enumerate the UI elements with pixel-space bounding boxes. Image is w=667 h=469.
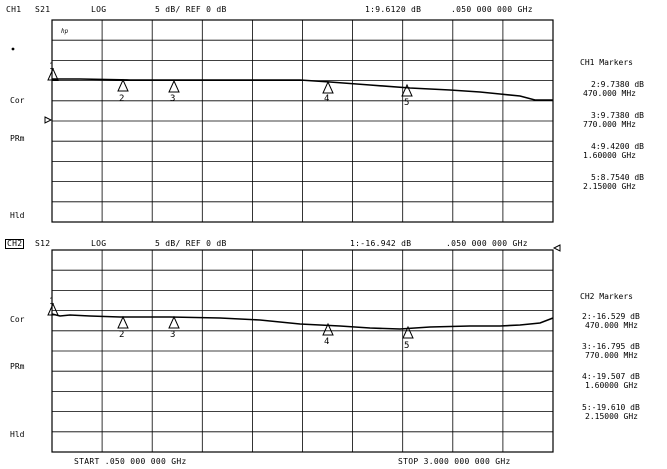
ch1-marker-2-value: 2:9.7380 dB bbox=[591, 80, 644, 89]
ch2-scale-ref: 5 dB/ REF 0 dB bbox=[155, 239, 227, 248]
ch1-status-dot bbox=[11, 47, 15, 51]
ch1-marker-3-triangle bbox=[168, 79, 180, 93]
ch2-marker-5-value: 5:-19.610 dB bbox=[582, 403, 640, 412]
ch1-trace bbox=[52, 78, 553, 101]
ch1-marker-4-freq: 1.60000 GHz bbox=[583, 151, 636, 160]
ch2-markers-title: CH2 Markers bbox=[580, 292, 633, 301]
ch1-marker-1-label: 1 bbox=[49, 62, 54, 72]
ch2-marker-2-value: 2:-16.529 dB bbox=[582, 312, 640, 321]
ch1-marker-1-triangle bbox=[47, 67, 59, 81]
ch1-marker-4-label: 4 bbox=[324, 94, 329, 104]
ch1-format: LOG bbox=[91, 5, 107, 14]
side-indicators bbox=[11, 47, 561, 252]
ch2-marker-4-freq: 1.60000 GHz bbox=[585, 381, 638, 390]
ch2-marker-5-label: 5 bbox=[404, 341, 409, 351]
ch2-markers: 1 2 3 4 5 bbox=[47, 297, 414, 351]
ch1-marker-5-value: 5:8.7540 dB bbox=[591, 173, 644, 182]
ch1-parameter: S21 bbox=[35, 5, 51, 14]
ch2-trace bbox=[51, 313, 554, 330]
hp-logo: hp bbox=[61, 28, 69, 35]
ch2-marker-5-triangle bbox=[402, 325, 414, 339]
sweep-start: START .050 000 000 GHz bbox=[74, 457, 187, 466]
ch1-prm-label: PRm bbox=[10, 134, 25, 143]
ch1-marker-3-value: 3:9.7380 dB bbox=[591, 111, 644, 120]
ch2-parameter: S12 bbox=[35, 239, 51, 248]
ch1-marker-5-triangle bbox=[401, 83, 413, 97]
ch1-cor-label: Cor bbox=[10, 96, 25, 105]
ch2-marker-2-triangle bbox=[117, 315, 129, 329]
ch2-reference-arrow bbox=[552, 244, 561, 252]
ch2-marker-4-triangle bbox=[322, 322, 334, 336]
ch2-marker-1-triangle bbox=[47, 302, 59, 316]
ch1-marker-2-label: 2 bbox=[119, 94, 124, 104]
ch2-marker-2-freq: 470.000 MHz bbox=[585, 321, 638, 330]
ch1-marker-5-label: 5 bbox=[404, 98, 409, 108]
ch1-marker-2-triangle bbox=[117, 78, 129, 92]
sweep-stop: STOP 3.000 000 000 GHz bbox=[398, 457, 511, 466]
ch2-marker-4-label: 4 bbox=[324, 337, 329, 347]
ch1-marker-4-value: 4:9.4200 dB bbox=[591, 142, 644, 151]
ch2-marker-1-label: 1 bbox=[49, 297, 54, 307]
ch1-marker-5-freq: 2.15000 GHz bbox=[583, 182, 636, 191]
ch2-marker-4-value: 4:-19.507 dB bbox=[582, 372, 640, 381]
ch1-marker-3-freq: 770.000 MHz bbox=[583, 120, 636, 129]
ch2-marker-3-value: 3:-16.795 dB bbox=[582, 342, 640, 351]
ch2-prm-label: PRm bbox=[10, 362, 25, 371]
ch2-marker-3-freq: 770.000 MHz bbox=[585, 351, 638, 360]
ch1-marker-frequency: .050 000 000 GHz bbox=[451, 5, 533, 14]
ch1-reference-arrow bbox=[44, 116, 53, 124]
ch2-channel-label: CH2 bbox=[5, 239, 25, 249]
ch1-scale-ref: 5 dB/ REF 0 dB bbox=[155, 5, 227, 14]
ch1-marker-3-label: 3 bbox=[170, 94, 175, 104]
ch2-marker-3-label: 3 bbox=[170, 330, 175, 340]
ch2-format: LOG bbox=[91, 239, 107, 248]
ch2-marker-2-label: 2 bbox=[119, 330, 124, 340]
ch2-marker-frequency: .050 000 000 GHz bbox=[446, 239, 528, 248]
ch1-hld-label: Hld bbox=[10, 211, 25, 220]
ch1-marker-2-freq: 470.000 MHz bbox=[583, 89, 636, 98]
ch2-cor-label: Cor bbox=[10, 315, 25, 324]
ch1-graticule bbox=[51, 19, 554, 223]
ch2-marker-5-freq: 2.15000 GHz bbox=[585, 412, 638, 421]
ch1-marker-readout: 1:9.6120 dB bbox=[365, 5, 422, 14]
ch1-markers: 1 2 3 4 5 bbox=[47, 62, 413, 108]
ch1-marker-4-triangle bbox=[322, 80, 334, 94]
ch1-channel-label: CH1 bbox=[6, 5, 22, 14]
ch2-graticule bbox=[51, 249, 554, 453]
ch2-marker-readout: 1:-16.942 dB bbox=[350, 239, 412, 248]
ch1-markers-title: CH1 Markers bbox=[580, 58, 633, 67]
ch2-marker-3-triangle bbox=[168, 315, 180, 329]
ch2-hld-label: Hld bbox=[10, 430, 25, 439]
